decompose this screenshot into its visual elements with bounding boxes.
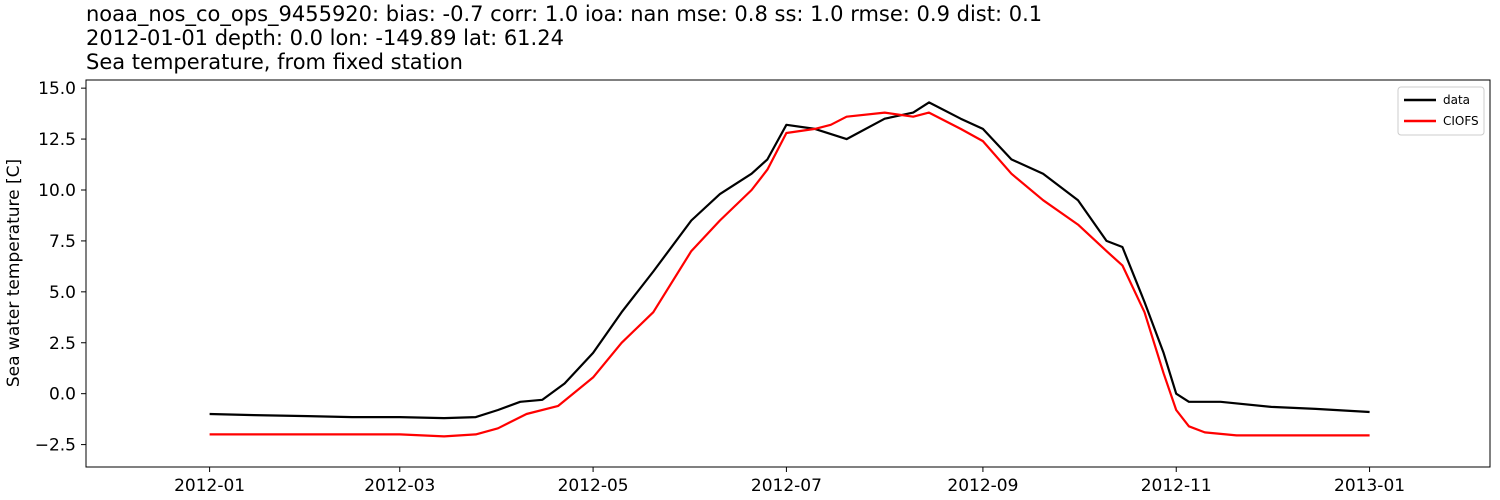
legend-label-ciofs: CIOFS (1443, 114, 1479, 128)
x-tick-label: 2012-01 (174, 476, 245, 496)
x-tick-label: 2012-11 (1141, 476, 1212, 496)
x-axis: 2012-01 2012-03 2012-05 2012-07 2012-09 2012-… (174, 467, 1405, 496)
x-tick-label: 2012-05 (558, 476, 629, 496)
y-tick-label: 5.0 (49, 283, 76, 303)
legend: data CIOFS (1397, 86, 1485, 136)
y-tick-label: 12.5 (38, 130, 76, 150)
series-line-data (209, 101, 1370, 420)
y-tick-label: 10.0 (38, 181, 76, 201)
legend-label-data: data (1443, 93, 1470, 107)
y-axis-label: Sea water temperature [C] (4, 159, 24, 387)
y-tick-label: −2.5 (35, 436, 76, 456)
y-axis: −2.5 0.0 2.5 5.0 7.5 10.0 12.5 15.0 (35, 79, 86, 456)
x-tick-label: 2012-07 (751, 476, 822, 496)
series-line-ciofs (209, 111, 1370, 438)
chart-title: noaa_nos_co_ops_9455920: bias: -0.7 corr… (86, 2, 1042, 74)
title-line-2: 2012-01-01 depth: 0.0 lon: -149.89 lat: … (86, 26, 564, 50)
y-tick-label: 15.0 (38, 79, 76, 99)
title-line-1: noaa_nos_co_ops_9455920: bias: -0.7 corr… (86, 2, 1043, 26)
title-line-3: Sea temperature, from fixed station (86, 50, 463, 74)
x-tick-label: 2012-09 (947, 476, 1018, 496)
y-tick-label: 2.5 (49, 334, 76, 354)
series-layer (209, 101, 1370, 438)
y-tick-label: 0.0 (49, 385, 76, 405)
plot-frame (85, 79, 1491, 468)
x-tick-label: 2013-01 (1334, 476, 1405, 496)
x-tick-label: 2012-03 (364, 476, 435, 496)
y-tick-label: 7.5 (49, 232, 76, 252)
